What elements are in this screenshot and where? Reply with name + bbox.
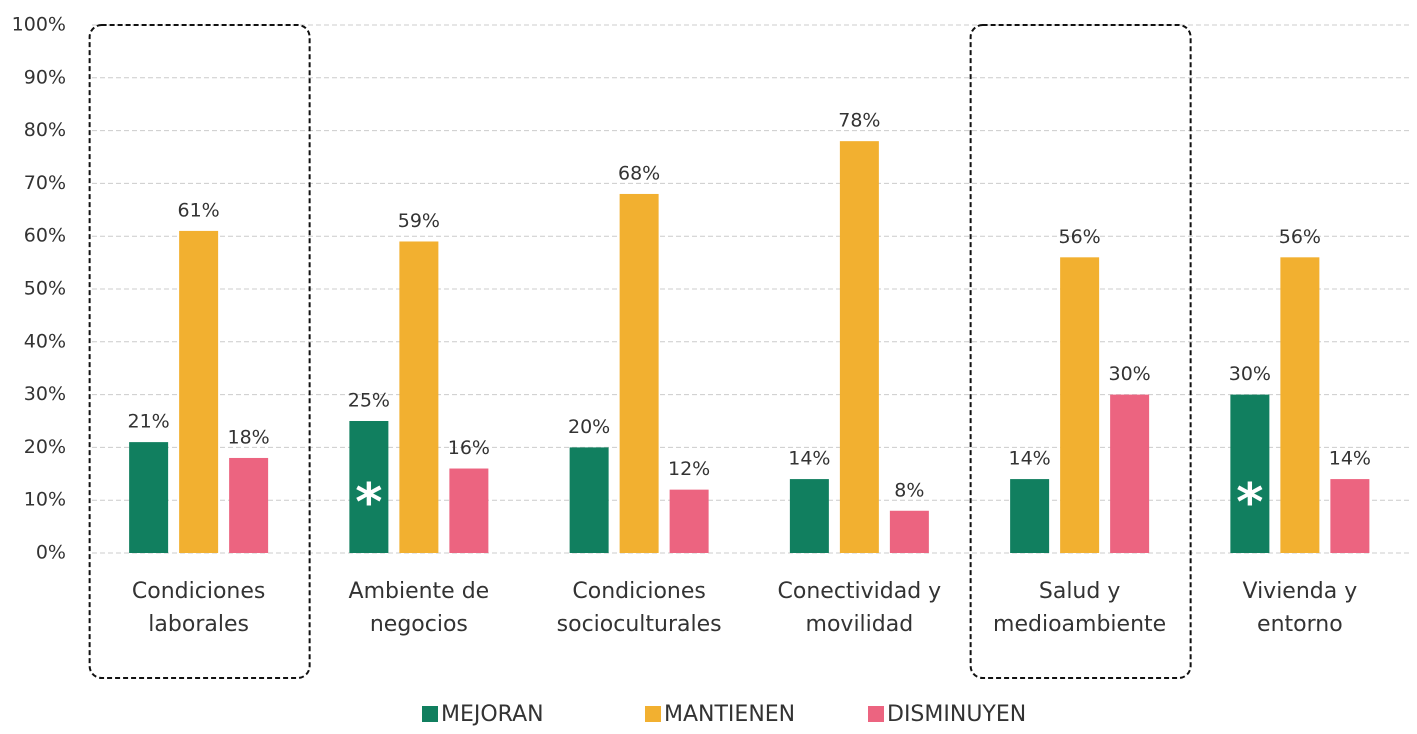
value-label: 56% <box>1279 226 1321 248</box>
value-label: 8% <box>894 479 924 501</box>
y-tick-label: 60% <box>24 225 66 247</box>
value-label: 61% <box>178 199 220 221</box>
legend-label: MEJORAN <box>441 702 544 727</box>
value-label: 25% <box>348 390 390 412</box>
x-tick-label: Condiciones <box>572 579 705 604</box>
value-label: 12% <box>668 458 710 480</box>
bar <box>349 421 389 553</box>
value-label: 30% <box>1109 363 1151 385</box>
bar <box>1280 257 1320 553</box>
y-tick-label: 70% <box>24 172 66 194</box>
highlight-box <box>969 24 1192 679</box>
legend-label: DISMINUYEN <box>887 702 1026 727</box>
y-tick-label: 80% <box>24 119 66 141</box>
value-label: 56% <box>1059 226 1101 248</box>
highlight-box <box>88 24 311 679</box>
bar <box>619 193 659 553</box>
value-label: 14% <box>1329 448 1371 470</box>
y-tick-label: 50% <box>24 278 66 300</box>
x-tick-label: negocios <box>370 612 468 637</box>
bar <box>1330 479 1370 553</box>
x-tick-label: laborales <box>148 612 249 637</box>
legend-swatch <box>645 706 661 722</box>
bar <box>179 230 219 554</box>
value-label: 16% <box>448 437 490 459</box>
x-tick-label: Conectividad y <box>778 579 942 604</box>
bar <box>399 241 439 554</box>
bar <box>1110 394 1150 553</box>
bar <box>449 468 489 553</box>
bar <box>789 479 829 553</box>
bar <box>1010 479 1050 553</box>
x-tick-label: Condiciones <box>132 579 265 604</box>
y-tick-label: 20% <box>24 436 66 458</box>
value-label: 20% <box>568 416 610 438</box>
bar <box>669 489 709 553</box>
legend-swatch <box>422 706 438 722</box>
value-label: 78% <box>838 110 880 132</box>
bar <box>129 442 169 553</box>
y-tick-label: 90% <box>24 66 66 88</box>
legend-label: MANTIENEN <box>664 702 795 727</box>
y-tick-label: 100% <box>12 14 66 36</box>
value-label: 18% <box>228 426 270 448</box>
x-tick-label: movilidad <box>806 612 914 637</box>
annotation: * <box>355 473 382 533</box>
x-tick-label: Salud y <box>1039 579 1120 604</box>
x-tick-label: Vivienda y <box>1243 579 1358 604</box>
y-tick-label: 30% <box>24 383 66 405</box>
x-tick-label: entorno <box>1257 612 1343 637</box>
bar <box>569 447 609 553</box>
x-tick-label: Ambiente de <box>349 579 490 604</box>
legend-swatch <box>868 706 884 722</box>
value-label: 14% <box>788 448 830 470</box>
bar <box>229 457 269 553</box>
y-tick-label: 40% <box>24 330 66 352</box>
y-tick-label: 0% <box>36 542 66 564</box>
value-label: 30% <box>1229 363 1271 385</box>
value-label: 59% <box>398 210 440 232</box>
bar <box>839 141 879 553</box>
value-label: 68% <box>618 162 660 184</box>
value-label: 21% <box>128 411 170 433</box>
y-tick-label: 10% <box>24 489 66 511</box>
bar <box>889 510 929 553</box>
annotation: * <box>1236 473 1263 533</box>
bar <box>1230 394 1270 553</box>
x-tick-label: socioculturales <box>557 612 722 637</box>
value-label: 14% <box>1009 448 1051 470</box>
bar <box>1060 257 1100 553</box>
x-tick-label: medioambiente <box>993 612 1166 637</box>
